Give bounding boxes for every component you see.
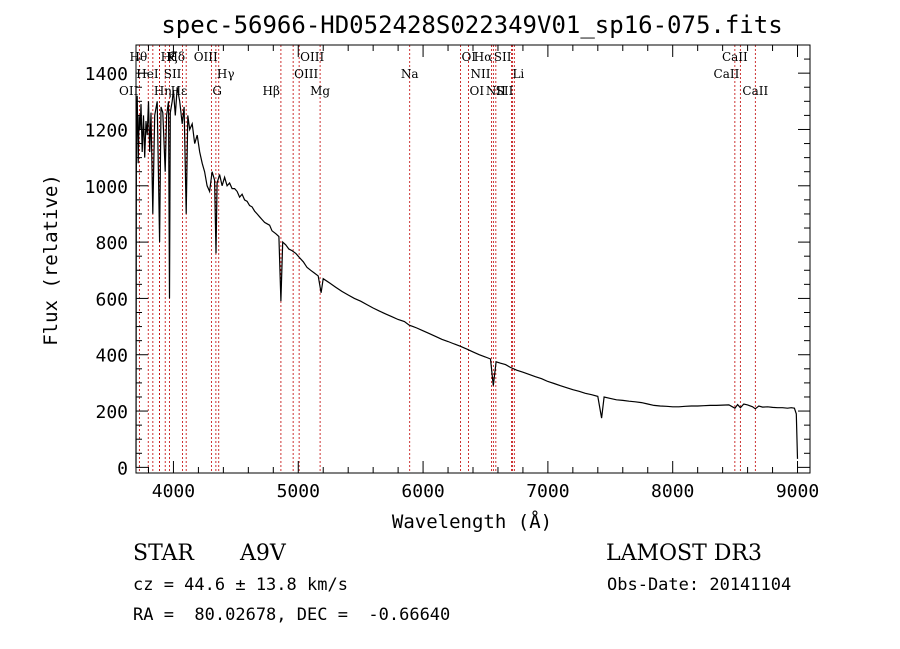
line-marker-label: CaII	[714, 67, 740, 81]
line-marker-label: Li	[512, 67, 524, 81]
line-marker-label: OII	[119, 84, 139, 98]
line-marker-label: CaII	[742, 84, 768, 98]
y-tick-label: 400	[95, 346, 128, 367]
line-marker-label: OI	[470, 84, 485, 98]
x-tick-label: 4000	[152, 481, 195, 502]
y-tick-label: 1400	[85, 64, 128, 85]
line-marker-label: Mg	[310, 84, 330, 98]
emission-line-markers	[138, 45, 756, 473]
line-marker-label: Hε	[171, 84, 188, 98]
line-marker-label: SII	[494, 50, 512, 64]
plot-frame	[135, 44, 811, 474]
chart-title: spec-56966-HD052428S022349V01_sp16-075.f…	[161, 11, 782, 39]
line-marker-label: SII	[496, 84, 514, 98]
line-marker-label: Hθ	[130, 50, 148, 64]
y-tick-label: 800	[95, 233, 128, 254]
y-tick-label: 200	[95, 402, 128, 423]
line-marker-label: NII	[486, 84, 506, 98]
coordinates-text: RA = 80.02678, DEC = -0.66640	[133, 605, 450, 625]
object-subclass: A9V	[239, 541, 287, 566]
y-tick-label: 600	[95, 289, 128, 310]
line-marker-label: Hγ	[217, 67, 235, 81]
line-marker-label: OIII	[294, 67, 318, 81]
y-tick-label: 1000	[85, 177, 128, 198]
x-tick-label: 8000	[651, 481, 694, 502]
x-axis-ticks: 4000 5000 6000 7000 8000 9000	[147, 45, 819, 502]
x-tick-label: 6000	[401, 481, 444, 502]
line-marker-label: Hδ	[167, 50, 185, 64]
x-axis-label: Wavelength (Å)	[392, 510, 552, 533]
y-tick-label: 0	[117, 458, 128, 479]
redshift-text: cz = 44.6 ± 13.8 km/s	[133, 575, 348, 595]
line-marker-label: Hη	[154, 84, 172, 98]
line-marker-label: Hα	[474, 50, 493, 64]
line-marker-label: G	[212, 84, 222, 98]
line-marker-label: NII	[470, 67, 490, 81]
x-tick-label: 7000	[526, 481, 569, 502]
object-class: STAR	[133, 541, 195, 566]
survey-name: LAMOST DR3	[606, 541, 762, 566]
line-marker-label: SII	[164, 67, 182, 81]
line-marker-label: Hβ	[263, 84, 280, 98]
obs-date-text: Obs-Date: 20141104	[607, 575, 791, 595]
line-marker-label: K	[166, 50, 176, 64]
line-marker-label: CaII	[722, 50, 748, 64]
line-marker-label: OI	[462, 50, 477, 64]
line-marker-label: OIII	[194, 50, 218, 64]
y-axis-label: Flux (relative)	[40, 174, 62, 346]
spectrum-line	[135, 87, 799, 468]
line-marker-label: HeI	[136, 67, 159, 81]
y-tick-label: 1200	[85, 120, 128, 141]
line-marker-label: Na	[401, 67, 419, 81]
y-axis-ticks: 0 200 400 600 800 1000 1200 1400	[85, 58, 810, 479]
x-tick-label: 5000	[277, 481, 320, 502]
x-tick-label: 9000	[776, 481, 819, 502]
emission-line-labels: OIIHθHηHζHeIKHεSIIHδGHγOIIIHβOIIIOIIIMgN…	[119, 50, 768, 98]
line-marker-label: OIII	[300, 50, 324, 64]
